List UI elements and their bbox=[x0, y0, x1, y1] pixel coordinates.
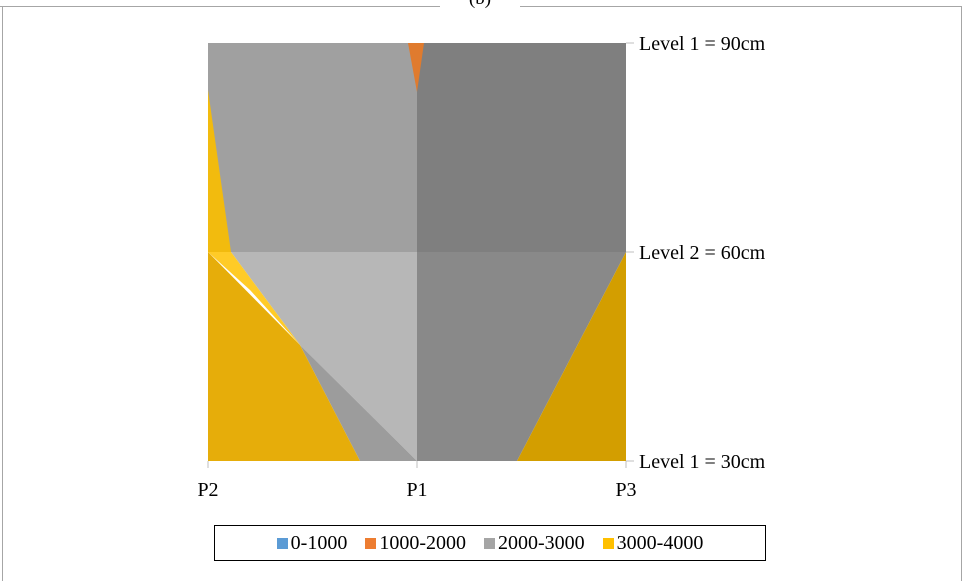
x-tick-label-2: P3 bbox=[615, 479, 636, 501]
frame-right-border bbox=[961, 6, 962, 581]
legend-swatch-3 bbox=[602, 537, 614, 549]
legend-item-3: 3000-4000 bbox=[602, 531, 704, 555]
x-tick-label-0: P2 bbox=[197, 479, 218, 501]
surface-region-0 bbox=[208, 43, 417, 252]
legend: 0-1000 1000-2000 2000-3000 3000-4000 bbox=[214, 525, 766, 561]
legend-label-0: 0-1000 bbox=[290, 531, 348, 554]
legend-swatch-0 bbox=[276, 537, 288, 549]
y-tick-label-2: Level 1 = 90cm bbox=[639, 33, 766, 55]
legend-item-1: 1000-2000 bbox=[365, 532, 466, 555]
surface-region-8 bbox=[417, 252, 626, 461]
legend-item-0: 0-1000 bbox=[276, 531, 348, 555]
legend-swatch-2 bbox=[484, 537, 495, 549]
surface-region-3 bbox=[208, 90, 231, 252]
panel-title: (b) bbox=[440, 0, 520, 10]
surface-region-9 bbox=[517, 252, 626, 461]
x-tick-label-1: P1 bbox=[406, 479, 427, 501]
surface-region-7 bbox=[208, 252, 360, 461]
y-tick-label-1: Level 2 = 60cm bbox=[639, 242, 766, 264]
legend-swatch-1 bbox=[365, 537, 377, 549]
frame-left-border bbox=[2, 6, 3, 581]
legend-label-1: 1000-2000 bbox=[379, 531, 466, 554]
surface-region-1 bbox=[417, 43, 626, 252]
surface-region-5 bbox=[300, 345, 417, 461]
surface-region-2 bbox=[408, 43, 424, 92]
legend-label-3: 3000-4000 bbox=[616, 531, 704, 554]
y-tick-label-0: Level 1 = 30cm bbox=[639, 451, 766, 473]
legend-item-2: 2000-3000 bbox=[484, 532, 585, 555]
surface-region-4 bbox=[208, 252, 417, 461]
legend-label-2: 2000-3000 bbox=[498, 531, 585, 554]
